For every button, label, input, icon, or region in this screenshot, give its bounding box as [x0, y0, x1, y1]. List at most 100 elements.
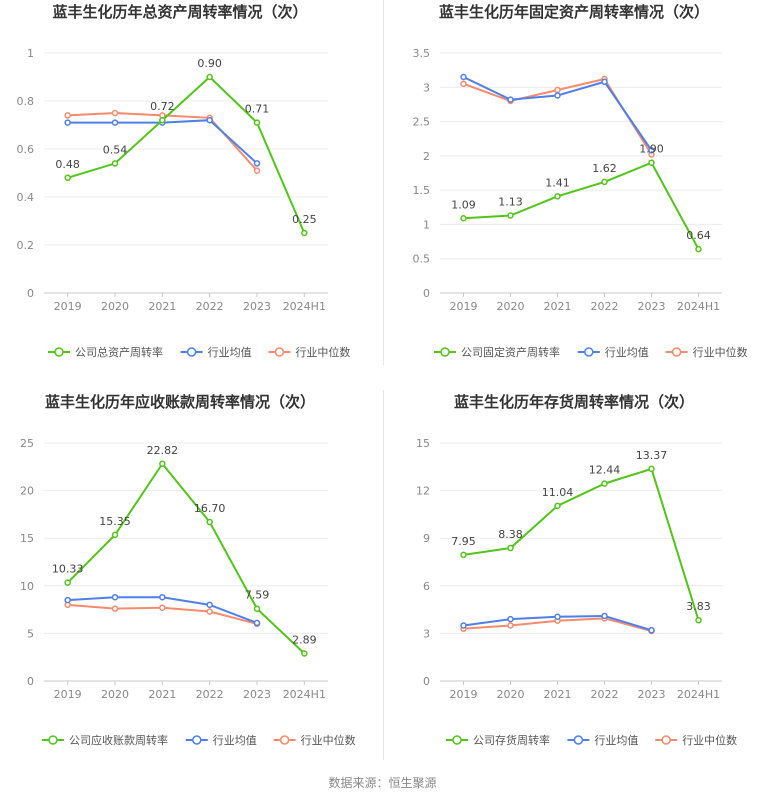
legend-industry-avg: 行业均值 [567, 734, 638, 747]
data-label: 2.89 [292, 633, 317, 646]
x-tick-label: 2020 [101, 300, 129, 313]
x-tick-label: 2019 [54, 688, 82, 701]
data-label: 16.70 [194, 502, 226, 515]
data-point-company [554, 193, 561, 200]
y-tick-label: 15 [416, 437, 430, 450]
x-tick-label: 2024H1 [283, 688, 326, 701]
legend-swatch-marker [54, 347, 64, 357]
y-tick-label: 3 [423, 81, 430, 94]
y-tick-label: 12 [416, 485, 430, 498]
x-tick-label: 2020 [101, 688, 129, 701]
legend-label: 公司固定资产周转率 [461, 345, 560, 359]
data-point-industry-avg [507, 96, 514, 103]
legend-swatch-marker [671, 347, 682, 357]
x-tick-label: 2021 [544, 300, 572, 313]
x-tick-label: 2021 [148, 688, 176, 701]
y-tick-label: 5 [27, 627, 34, 640]
data-point-industry-median [111, 109, 119, 117]
series-line-company [67, 75, 306, 234]
legend-industry-median: 行业中位数 [268, 345, 350, 359]
legend-company: 公司存货周转率 [446, 733, 550, 747]
chart-panel-fixed-assets: 蓝丰生化历年固定资产周转率情况（次） 0 0.5 1 1.5 2 2.5 3 3.5 2019 20… [392, 0, 765, 390]
series-line-company [66, 462, 306, 655]
data-point-industry-avg [554, 613, 561, 620]
y-tick-label: 25 [20, 437, 34, 450]
legend-swatch-marker [274, 347, 285, 357]
data-point-industry-avg [648, 626, 655, 634]
legend-label: 公司应收账款周转率 [69, 733, 168, 747]
x-tick-label: 2021 [544, 688, 572, 701]
data-point-industry-avg [460, 622, 467, 629]
y-tick-label: 1.5 [413, 184, 431, 197]
data-point-industry-avg [507, 615, 514, 623]
data-point-industry-avg [601, 612, 608, 620]
x-tick-label: 2023 [243, 688, 271, 701]
data-source-note: 数据来源：恒生聚源 [328, 776, 437, 790]
y-tick-label: 0 [423, 675, 430, 688]
data-point-company [206, 73, 213, 81]
x-tick-label: 2020 [497, 300, 525, 313]
legend-label: 行业中位数 [295, 345, 350, 359]
data-point-company [695, 616, 702, 624]
data-point-company [159, 460, 166, 468]
series-line-industry-avg [67, 119, 258, 165]
y-tick-label: 15 [20, 532, 34, 545]
legend-company: 公司固定资产周转率 [434, 345, 560, 359]
legend-company: 公司总资产周转率 [48, 345, 163, 359]
x-tick-label: 2019 [54, 300, 82, 313]
legend-swatch-marker [279, 735, 290, 745]
data-point-industry-avg [206, 116, 213, 124]
data-label: 15.35 [99, 515, 131, 528]
data-label: 0.64 [686, 229, 711, 242]
data-point-company [601, 178, 608, 186]
panel-divider-top [383, 0, 384, 365]
y-tick-label: 0.8 [17, 95, 35, 108]
data-point-industry-avg [554, 92, 561, 99]
x-tick-label: 2024H1 [677, 300, 720, 313]
legend-industry-median: 行业中位数 [665, 345, 748, 359]
legend-label: 行业均值 [213, 734, 257, 747]
y-tick-label: 0 [27, 675, 34, 688]
data-label: 0.72 [150, 100, 175, 113]
chart-title: 蓝丰生化历年应收账款周转率情况（次） [45, 393, 315, 411]
legend-company: 公司应收账款周转率 [42, 733, 168, 747]
data-label: 0.48 [55, 158, 80, 171]
x-tick-label: 2023 [243, 300, 271, 313]
data-point-company [648, 159, 655, 166]
legend-swatch-marker [661, 735, 671, 745]
x-tick-label: 2022 [196, 688, 224, 701]
data-point-industry-avg [64, 596, 71, 604]
data-point-company [301, 650, 308, 657]
y-tick-label: 1 [27, 47, 34, 60]
data-point-company [460, 551, 467, 559]
data-point-industry-avg [648, 147, 655, 154]
data-label: 13.37 [636, 449, 668, 462]
data-point-industry-median [253, 167, 261, 174]
y-tick-label: 0.6 [17, 143, 35, 156]
y-tick-label: 10 [20, 580, 34, 593]
chart-title: 蓝丰生化历年固定资产周转率情况（次） [439, 3, 709, 21]
data-label: 12.44 [589, 464, 621, 477]
data-point-company [554, 502, 561, 510]
chart-total-assets: 蓝丰生化历年总资产周转率情况（次） 0 0.2 0.4 0.6 0.8 1 2019 2020 2… [17, 3, 351, 359]
legend-industry-median: 行业中位数 [273, 733, 356, 747]
data-point-industry-median [111, 605, 119, 612]
data-point-company [64, 579, 71, 586]
series-line-company [463, 161, 700, 250]
data-point-company [206, 518, 213, 526]
data-label: 3.83 [686, 600, 711, 613]
data-point-company [111, 160, 119, 167]
chart-panel-inventory: 蓝丰生化历年存货周转率情况（次） 0 3 6 9 12 15 2019 2020 2021 2022… [392, 390, 765, 780]
legend-label: 行业均值 [208, 346, 252, 359]
data-point-industry-avg [64, 119, 71, 126]
x-tick-label: 2022 [591, 300, 619, 313]
data-point-company [253, 119, 261, 126]
legend-label: 行业均值 [605, 346, 649, 359]
data-label: 1.90 [639, 143, 664, 156]
y-tick-label: 0 [27, 287, 34, 300]
x-tick-label: 2024H1 [677, 688, 720, 701]
data-point-industry-median [159, 604, 166, 611]
legend-swatch-marker [48, 735, 58, 745]
data-label: 0.54 [103, 143, 128, 156]
chart-title: 蓝丰生化历年总资产周转率情况（次） [52, 3, 307, 21]
